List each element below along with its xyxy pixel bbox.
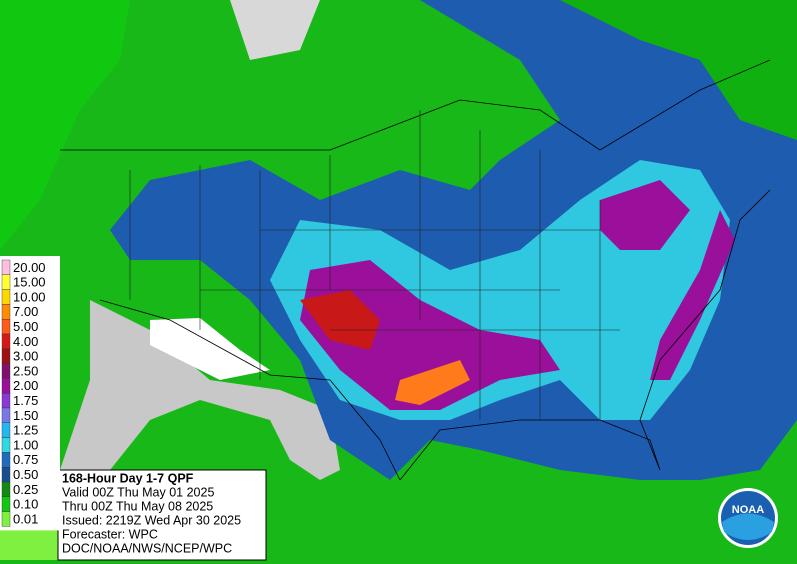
legend-label: 0.75 [13, 452, 38, 467]
legend-swatch [1, 393, 11, 409]
legend-swatch [1, 304, 11, 320]
us-canada-border [60, 59, 771, 151]
legend-label: 1.50 [13, 408, 38, 423]
legend-swatch [1, 407, 11, 424]
us-mexico-border [99, 299, 401, 481]
precip-green-ne [560, 0, 797, 140]
no-precip-southwest [150, 318, 270, 380]
info-line: Thru 00Z Thu May 08 2025 [62, 499, 213, 513]
legend-label: 1.25 [13, 423, 38, 438]
legend-swatch [1, 511, 11, 527]
borders [60, 59, 771, 481]
legend-label: 1.75 [13, 393, 38, 408]
info-title: 168-Hour Day 1-7 QPF [62, 471, 194, 485]
legend-label: 7.00 [13, 304, 38, 319]
precip-orange [395, 360, 470, 405]
legend-swatch [1, 467, 11, 483]
legend-swatch [1, 496, 11, 512]
legend-swatch [1, 274, 11, 290]
precip-red [300, 290, 380, 350]
legend: 20.0015.0010.007.005.004.003.002.502.001… [0, 256, 60, 531]
info-line: Valid 00Z Thu May 01 2025 [62, 485, 214, 499]
legend-label: 2.50 [13, 363, 38, 378]
legend-swatch [1, 259, 11, 276]
state-lines [129, 110, 620, 420]
legend-swatch [1, 452, 11, 468]
legend-label: 0.25 [13, 482, 38, 497]
legend-label: 0.50 [13, 467, 38, 482]
legend-swatch [1, 422, 11, 438]
coastline [399, 189, 771, 481]
legend-swatch [1, 437, 11, 453]
noaa-logo: NOAA [718, 488, 778, 548]
precip-purple [300, 260, 560, 410]
info-line: Issued: 2219Z Wed Apr 30 2025 [62, 513, 241, 527]
info-line: DOC/NOAA/NWS/NCEP/WPC [62, 541, 232, 555]
legend-label: 0.10 [13, 497, 38, 512]
legend-label: 15.00 [13, 275, 46, 290]
legend-swatch [1, 481, 11, 498]
legend-swatch [1, 363, 11, 379]
info-box [57, 469, 267, 561]
precip-purple-atlantic [650, 210, 735, 380]
legend-label: 5.00 [13, 319, 38, 334]
no-precip [230, 0, 320, 60]
legend-label: 4.00 [13, 334, 38, 349]
info-line: Forecaster: WPC [62, 527, 158, 541]
logo-wave [722, 513, 774, 540]
legend-label: 0.01 [13, 511, 38, 526]
legend-swatch [1, 333, 11, 350]
legend-label: 3.00 [13, 349, 38, 364]
legend-swatch [1, 289, 11, 305]
logo-text: NOAA [732, 504, 764, 516]
no-precip-mexico [60, 300, 340, 560]
legend-label: 2.00 [13, 378, 38, 393]
precip-purple-ne [600, 180, 690, 250]
precip-light [0, 0, 130, 250]
legend-label: 20.00 [13, 260, 46, 275]
legend-swatch [1, 348, 11, 364]
legend-swatch [1, 378, 11, 394]
legend-label: 10.00 [13, 289, 46, 304]
legend-swatch [1, 319, 11, 335]
legend-label: 1.00 [13, 437, 38, 452]
